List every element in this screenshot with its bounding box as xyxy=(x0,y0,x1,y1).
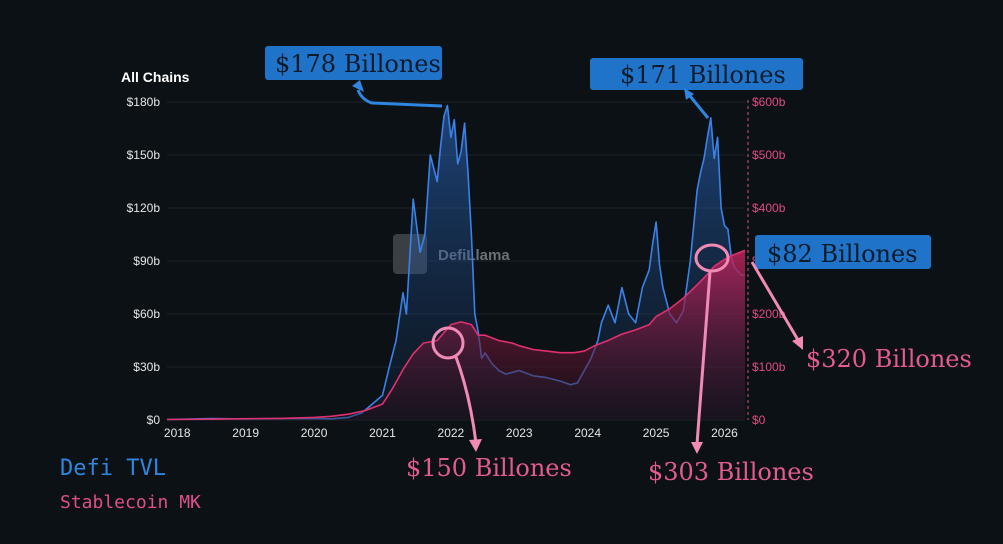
annotation-stable-2022: $150 Billones xyxy=(406,326,572,482)
callout-peak-2025: $171 Billones xyxy=(590,58,803,119)
y-axis-left: $0 $30b $60b $90b $120b $150b $180b xyxy=(127,95,161,427)
callout-current-tvl: $82 Billones xyxy=(755,235,931,269)
y-left-tick-label: $180b xyxy=(127,95,161,109)
legend-defi-tvl: Defi TVL xyxy=(60,456,166,481)
stablecoin-mk-line xyxy=(166,249,746,421)
arrowhead-icon xyxy=(684,88,694,100)
y-left-tick-label: $90b xyxy=(133,254,160,268)
y-left-tick-label: $30b xyxy=(133,360,160,374)
x-tick-label: 2020 xyxy=(301,426,328,440)
arrow-icon xyxy=(356,89,443,108)
annotation-text: $303 Billones xyxy=(648,458,814,486)
x-tick-label: 2025 xyxy=(643,426,670,440)
x-tick-label: 2021 xyxy=(369,426,396,440)
y-left-tick-label: $120b xyxy=(127,201,161,215)
arrow-icon xyxy=(695,271,712,445)
chart-title: All Chains xyxy=(121,69,190,85)
arrowhead-icon xyxy=(469,439,482,452)
callout-box xyxy=(590,58,803,90)
arrowhead-icon xyxy=(691,442,703,454)
x-tick-label: 2019 xyxy=(232,426,259,440)
defi-tvl-area xyxy=(167,105,745,420)
stablecoin-mk-area xyxy=(167,250,745,420)
highlight-circle xyxy=(694,243,730,273)
annotation-text: $320 Billones xyxy=(806,345,972,373)
x-axis: 2018 2019 2020 2021 2022 2023 2024 2025 2026 xyxy=(164,426,738,440)
callout-peak-2021: $178 Billones xyxy=(265,46,443,108)
y-left-tick-label: $60b xyxy=(133,307,160,321)
y-right-tick-label: $500b xyxy=(752,148,786,162)
legend-stablecoin-mk: Stablecoin MK xyxy=(60,492,201,513)
y-right-tick-label: $0 xyxy=(752,413,766,427)
y-left-tick-label: $0 xyxy=(147,413,161,427)
annotation-text: $150 Billones xyxy=(406,454,572,482)
x-tick-label: 2023 xyxy=(506,426,533,440)
y-right-tick-label: $200b xyxy=(752,307,786,321)
y-right-tick-label: $400b xyxy=(752,201,786,215)
callout-text: $178 Billones xyxy=(275,50,441,78)
x-tick-label: 2022 xyxy=(438,426,465,440)
arrow-icon xyxy=(454,356,478,444)
arrowhead-icon xyxy=(792,336,803,350)
highlight-circle xyxy=(431,326,465,360)
x-tick-label: 2018 xyxy=(164,426,191,440)
y-right-tick-label: $100b xyxy=(752,360,786,374)
arrow-icon xyxy=(688,95,710,119)
y-left-tick-label: $150b xyxy=(127,148,161,162)
callout-box xyxy=(265,46,442,80)
y-right-tick-label: $600b xyxy=(752,95,786,109)
series-layer xyxy=(166,104,746,421)
x-tick-label: 2026 xyxy=(711,426,738,440)
annotation-stable-2025: $303 Billones xyxy=(648,243,814,486)
arrow-icon xyxy=(750,261,800,341)
callout-text: $171 Billones xyxy=(620,61,786,89)
callout-text: $82 Billones xyxy=(767,240,918,268)
callout-box xyxy=(755,235,931,269)
annotation-current-stable: $320 Billones xyxy=(750,261,972,373)
x-tick-label: 2024 xyxy=(574,426,601,440)
arrowhead-icon xyxy=(352,80,364,92)
